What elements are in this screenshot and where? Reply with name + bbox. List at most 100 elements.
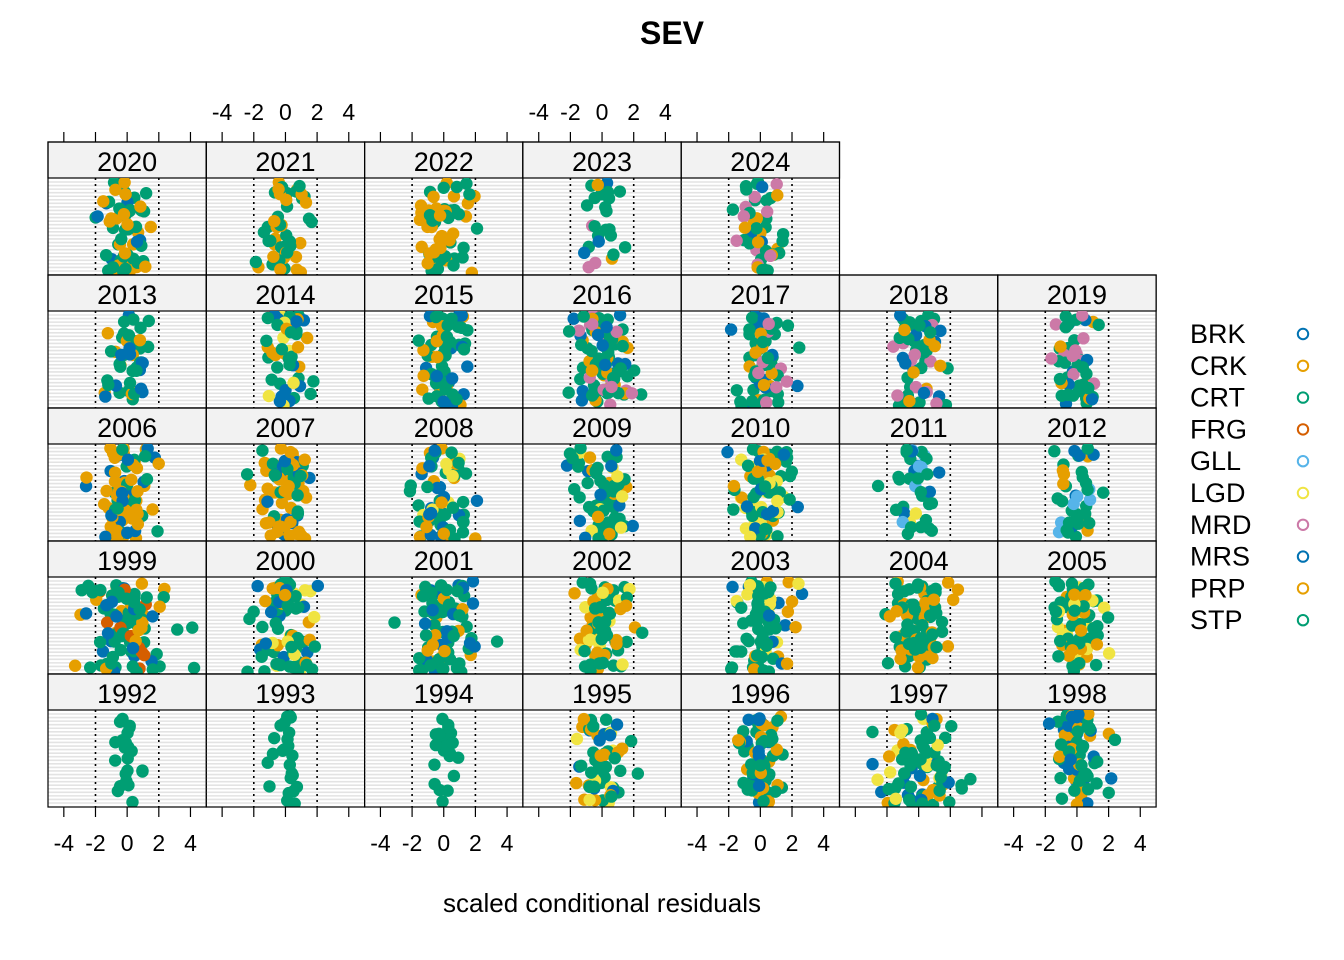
point-LGD <box>307 610 321 624</box>
point-BRK <box>932 466 946 479</box>
point-STP <box>577 311 590 323</box>
point-CRK <box>80 471 93 484</box>
point-STP <box>758 480 772 493</box>
point-BRK <box>121 526 134 540</box>
panel-label: 2018 <box>889 280 949 310</box>
x-tick-label: 0 <box>1071 830 1084 856</box>
point-BRK <box>1085 392 1099 406</box>
point-STP <box>421 480 434 494</box>
panel-2016: 2016 <box>522 274 682 409</box>
point-CRK <box>284 515 297 529</box>
panel-label: 1996 <box>730 679 790 709</box>
x-tick-label: -2 <box>402 830 422 856</box>
legend-marker <box>1296 423 1310 436</box>
point-STP <box>1052 650 1065 663</box>
x-axis-top-0 <box>63 132 192 142</box>
point-STP <box>913 319 926 332</box>
point-BRK <box>273 395 287 408</box>
point-LGD <box>931 738 944 752</box>
panel-strip <box>680 141 841 179</box>
point-STP <box>771 714 784 727</box>
point-CRK <box>268 214 281 228</box>
point-STP <box>450 661 464 674</box>
point-STP <box>287 785 300 798</box>
point-STP <box>730 384 743 397</box>
point-STP <box>285 350 298 364</box>
point-BRK <box>894 311 907 322</box>
point-CRK <box>109 183 122 196</box>
point-STP <box>140 591 153 604</box>
legend-label: STP <box>1190 605 1243 635</box>
point-STP <box>897 767 911 780</box>
point-STP <box>611 365 625 379</box>
point-STP <box>613 185 627 198</box>
point-STP <box>746 509 759 523</box>
points <box>79 444 165 541</box>
panel-2013: 2013 <box>47 274 207 409</box>
point-CRK <box>133 333 147 347</box>
point-CRK <box>785 595 799 608</box>
point-CRK <box>761 454 774 467</box>
point-STP <box>1059 321 1072 334</box>
point-STP <box>138 449 152 463</box>
point-STP <box>104 345 118 358</box>
panel-2003: 2003 <box>680 540 841 675</box>
point-STP <box>428 618 441 632</box>
point-STP <box>914 734 927 747</box>
point-STP <box>572 460 585 473</box>
panel-2019: 2019 <box>997 274 1157 409</box>
panel-label: 1998 <box>1047 679 1107 709</box>
point-STP <box>902 793 916 806</box>
point-BRK <box>261 495 274 508</box>
point-STP <box>1048 445 1061 458</box>
x-tick-label: 2 <box>786 830 799 856</box>
point-STP <box>436 795 449 807</box>
point-CRK <box>591 510 605 524</box>
point-STP <box>130 364 143 377</box>
point-BRK <box>613 311 627 322</box>
point-LGD <box>584 633 597 646</box>
point-STP <box>114 643 127 657</box>
point-STP <box>592 616 605 629</box>
point-CRK <box>100 484 113 498</box>
point-STP <box>283 235 297 248</box>
point-LGD <box>1097 601 1111 614</box>
legend-label: PRP <box>1190 573 1246 603</box>
point-STP <box>604 229 618 242</box>
point-MRD <box>930 397 943 408</box>
point-STP <box>1096 486 1110 499</box>
x-tick-label: -4 <box>687 830 708 856</box>
point-LGD <box>743 530 757 541</box>
point-STP <box>99 248 113 262</box>
point-MRD <box>760 396 773 408</box>
point-STP <box>871 479 885 493</box>
panel-label: 1999 <box>97 546 157 576</box>
point-BRK <box>866 757 879 771</box>
point-STP <box>621 370 634 383</box>
point-CRK <box>1070 798 1084 807</box>
point-CRK <box>789 620 802 634</box>
x-tick-label: -4 <box>529 99 550 125</box>
panel-label: 1997 <box>889 679 949 709</box>
point-STP <box>899 746 912 759</box>
point-STP <box>258 665 271 674</box>
point-STP <box>456 526 470 539</box>
point-STP <box>286 749 299 762</box>
point-STP <box>431 262 445 275</box>
point-CRK <box>259 594 272 608</box>
point-CRK <box>934 359 947 372</box>
point-STP <box>930 640 943 654</box>
point-CRK <box>570 776 583 790</box>
point-LGD <box>298 584 312 597</box>
point-CRK <box>290 263 304 275</box>
panel-label: 2011 <box>890 413 948 443</box>
point-STP <box>256 620 269 634</box>
point-BRK <box>755 180 769 194</box>
point-STP <box>293 179 306 193</box>
panel-label: 2022 <box>414 147 474 177</box>
point-STP <box>618 241 632 254</box>
points <box>726 178 790 275</box>
legend-label: MRD <box>1190 510 1252 540</box>
points <box>428 712 465 807</box>
point-STP <box>892 777 905 790</box>
